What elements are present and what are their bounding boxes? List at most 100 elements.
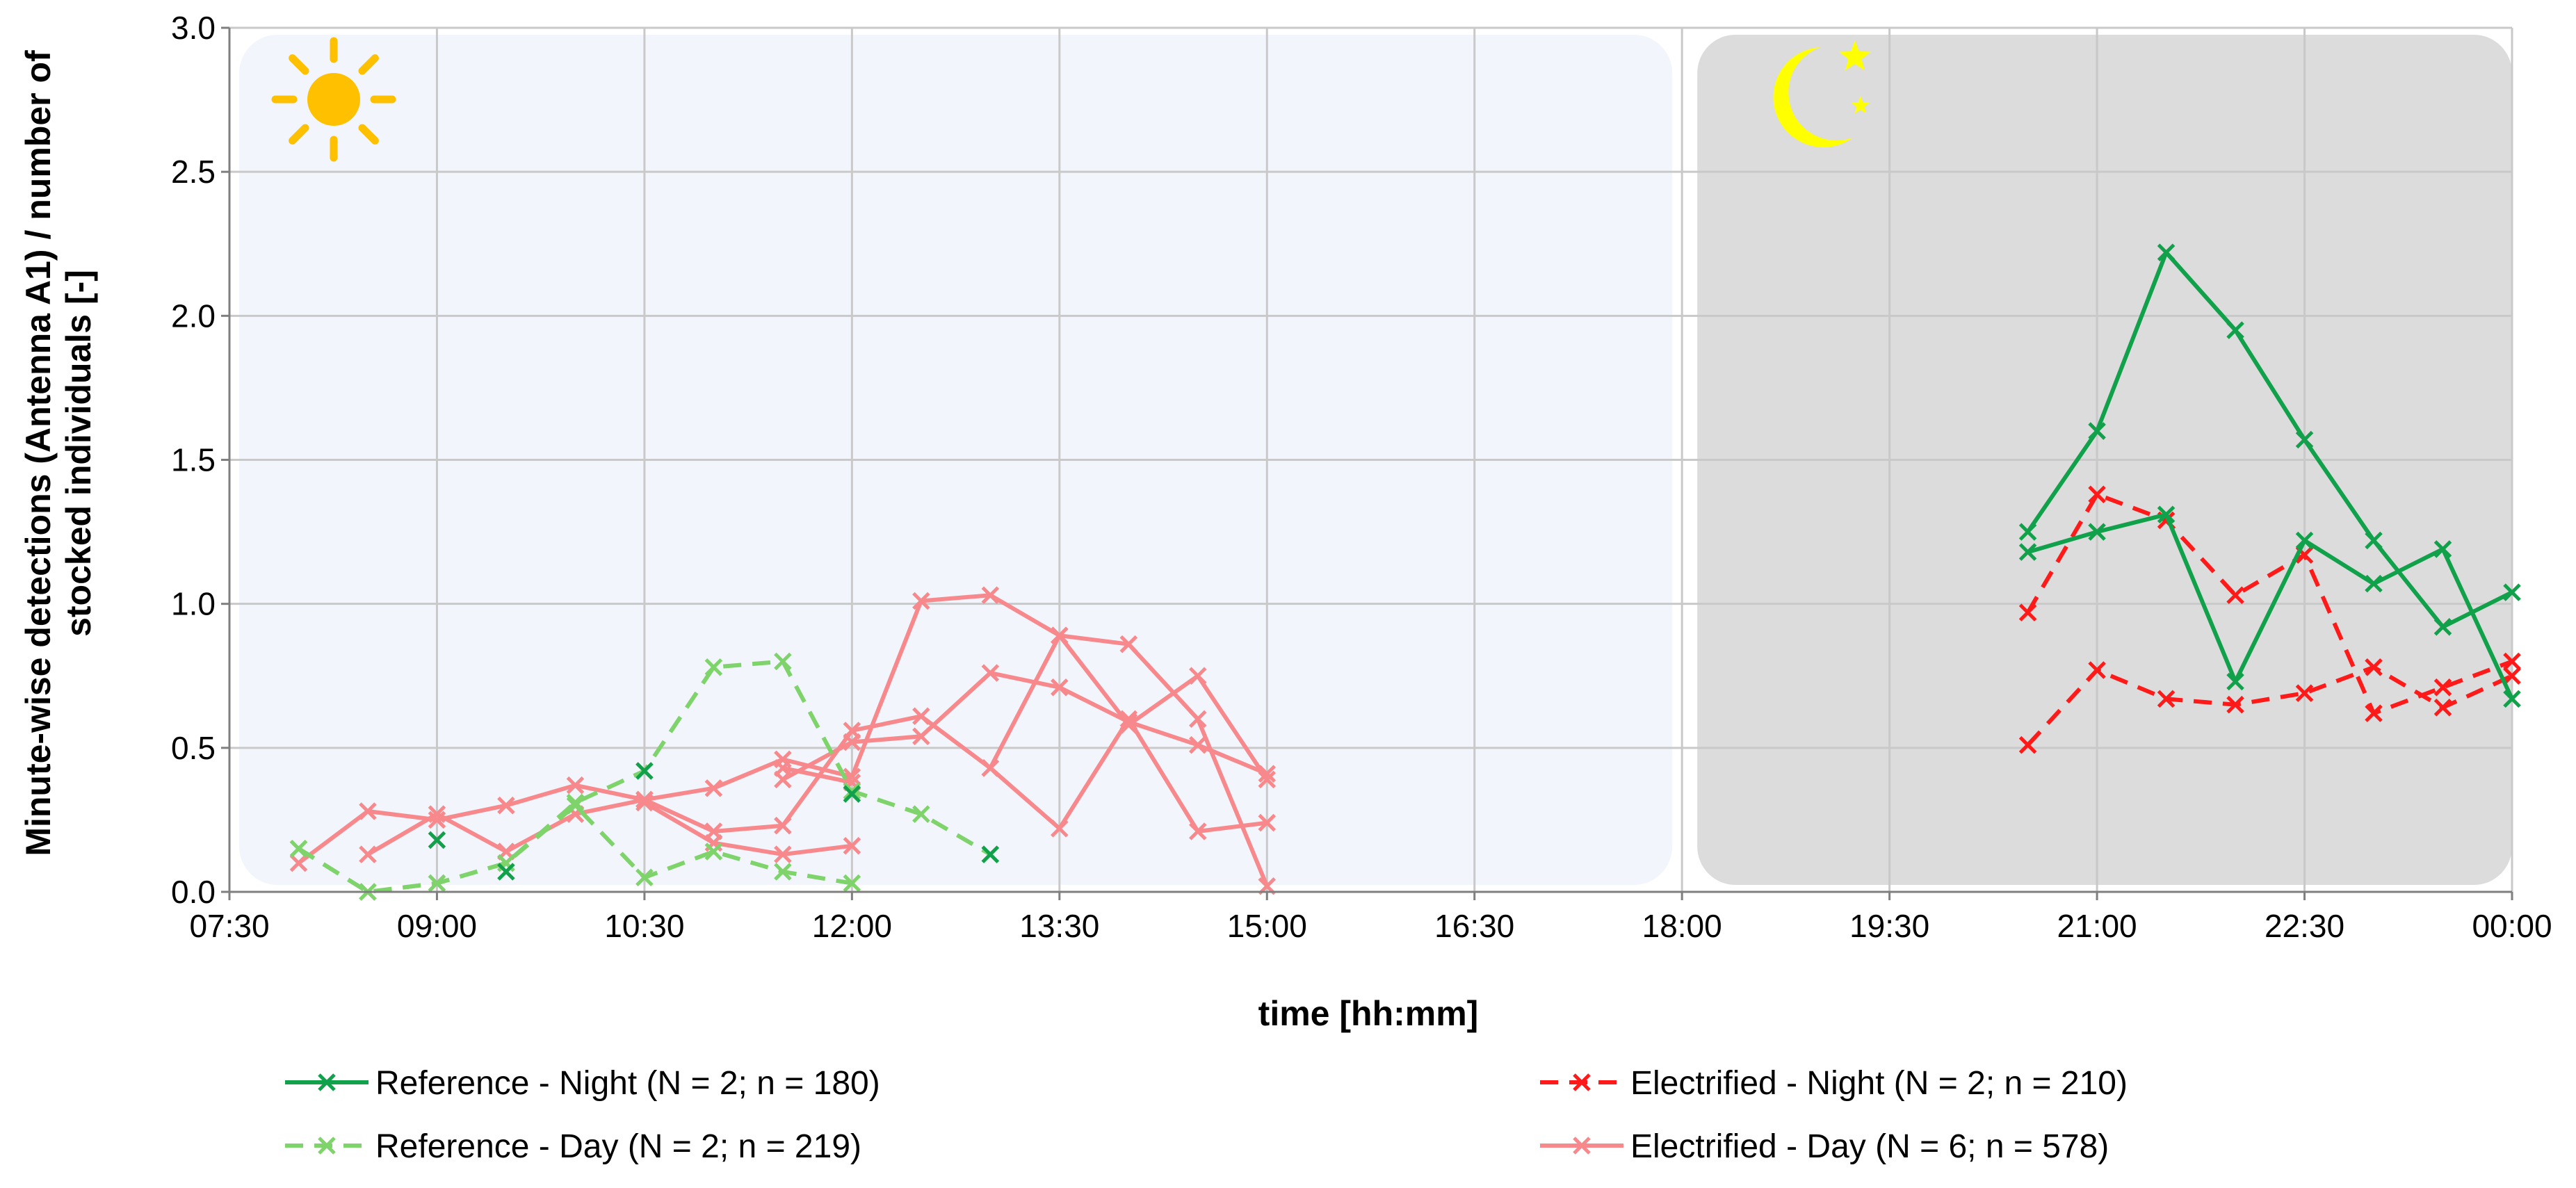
y-tick-label: 0.5	[171, 730, 216, 766]
legend: Reference - Night (N = 2; n = 180) Refer…	[285, 1065, 2128, 1165]
x-tick-label: 12:00	[812, 908, 892, 944]
data-point	[2433, 540, 2452, 558]
data-point	[704, 779, 723, 797]
legend-label-electrified-night: Electrified - Night (N = 2; n = 210)	[1630, 1065, 2128, 1102]
y-axis-title: Minute-wise detections (Antenna A1) / nu…	[19, 50, 98, 856]
x-tick-label: 13:30	[1019, 908, 1099, 944]
x-tick-label: 16:30	[1434, 908, 1514, 944]
data-point	[2365, 658, 2383, 676]
data-point	[843, 785, 861, 803]
data-point	[1189, 822, 1207, 840]
data-point	[2226, 695, 2244, 714]
x-tick-label: 07:30	[189, 908, 269, 944]
data-point	[774, 863, 792, 881]
data-point	[497, 863, 515, 881]
data-point	[2433, 678, 2452, 697]
sun-icon	[271, 37, 396, 162]
sun-ray	[289, 124, 309, 145]
series-group-2	[2018, 485, 2521, 754]
series-group-1	[289, 652, 1000, 901]
data-point	[428, 805, 446, 823]
series-line-3-3	[781, 671, 1268, 782]
y-tick-label: 2.0	[171, 298, 216, 334]
legend-item-electrified-day: Electrified - Day (N = 6; n = 578)	[1540, 1128, 2109, 1165]
x-tick-label: 19:30	[1849, 908, 1929, 944]
y-tick-label: 2.5	[171, 154, 216, 190]
data-point	[1258, 770, 1277, 789]
data-point	[912, 707, 930, 726]
data-point	[1119, 710, 1138, 729]
data-point	[2226, 321, 2244, 339]
data-point	[774, 845, 792, 863]
data-point	[2433, 699, 2452, 717]
series-line-3-1	[366, 633, 1269, 856]
data-point	[2157, 505, 2176, 523]
data-point	[2365, 574, 2383, 593]
data-point	[912, 805, 930, 823]
data-point	[2503, 583, 2521, 601]
data-point	[981, 664, 1000, 682]
data-point	[2088, 485, 2106, 503]
series-line-0-0	[2026, 250, 2513, 629]
data-point	[981, 845, 1000, 863]
data-point	[428, 831, 446, 849]
data-point	[2088, 523, 2106, 541]
sun-disc	[307, 73, 360, 126]
data-point	[289, 854, 308, 872]
x-tick-label: 15:00	[1227, 908, 1307, 944]
data-point	[2503, 652, 2521, 671]
x-tick-label: 18:00	[1642, 908, 1722, 944]
data-point	[981, 759, 1000, 777]
data-point	[912, 727, 930, 746]
data-point	[497, 796, 515, 815]
legend-item-reference-night: Reference - Night (N = 2; n = 180)	[285, 1065, 880, 1102]
data-point	[289, 840, 308, 858]
data-point	[774, 816, 792, 835]
data-point	[774, 759, 792, 777]
data-point	[2018, 735, 2037, 754]
series-line-0-1	[2027, 512, 2514, 700]
legend-item-reference-day: Reference - Day (N = 2; n = 219)	[285, 1128, 861, 1165]
axes-layer: 0.0 0.5 1.0 1.5 2.0 2.5 3.0 07:30 09:00 10:30 12:0…	[171, 10, 2552, 944]
moon-crescent	[1773, 47, 1853, 147]
data-point	[843, 836, 861, 855]
data-point	[2295, 531, 2314, 550]
data-point	[359, 802, 377, 820]
data-point	[2365, 704, 2383, 722]
data-point	[2226, 672, 2244, 691]
sun-ray	[358, 54, 379, 75]
series-line-3-2	[643, 801, 852, 857]
data-point	[1051, 820, 1069, 838]
x-tick-label: 22:30	[2265, 908, 2344, 944]
data-point	[1051, 678, 1069, 697]
data-point	[635, 762, 654, 780]
legend-marker	[1573, 1073, 1591, 1091]
data-point	[2365, 531, 2383, 550]
data-point	[428, 874, 446, 893]
y-tick-label: 1.5	[171, 442, 216, 478]
data-point	[2157, 690, 2176, 708]
data-point	[843, 782, 861, 800]
data-point	[2503, 667, 2521, 685]
data-point	[843, 874, 861, 893]
x-tick-label: 21:00	[2057, 908, 2137, 944]
icon-layer	[271, 37, 1871, 162]
data-point	[1189, 667, 1207, 685]
star-small	[1851, 96, 1870, 114]
y-tick-label: 1.0	[171, 586, 216, 622]
x-axis-title: time [hh:mm]	[1258, 994, 1479, 1033]
legend-item-electrified-night: Electrified - Night (N = 2; n = 210)	[1540, 1065, 2128, 1102]
data-point	[1258, 813, 1277, 832]
y-tick-label: 3.0	[171, 10, 216, 46]
y-axis-title-line-1: Minute-wise detections (Antenna A1) / nu…	[19, 50, 58, 856]
data-point	[2226, 586, 2244, 605]
data-point	[1119, 635, 1138, 653]
data-point	[2088, 661, 2106, 679]
data-point	[704, 843, 723, 861]
series-line-3-4	[782, 765, 853, 785]
data-point	[2018, 523, 2037, 541]
data-point	[635, 793, 654, 812]
data-point	[566, 776, 585, 795]
